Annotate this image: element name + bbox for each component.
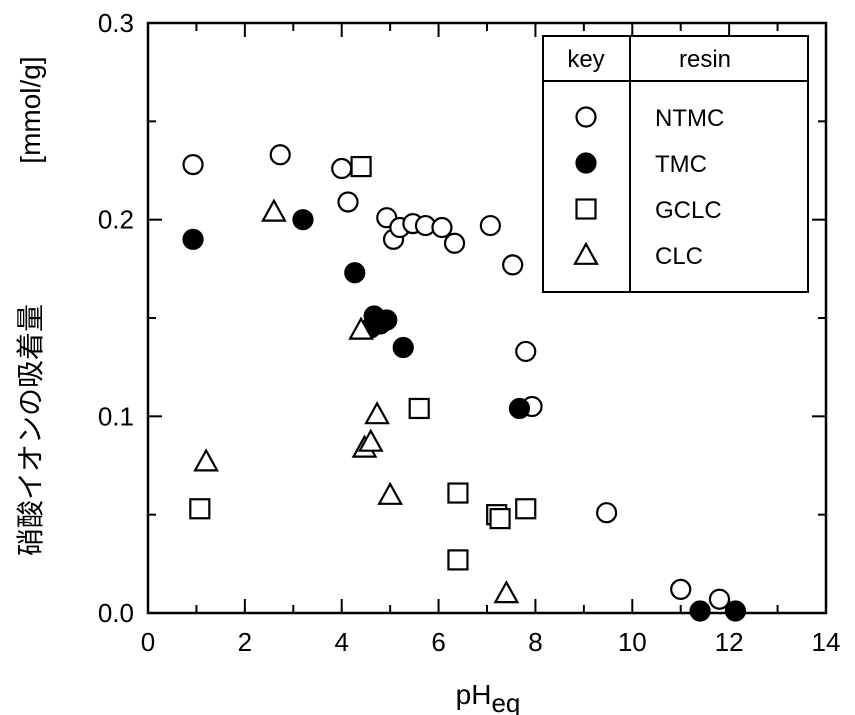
data-point-tmc [376,309,398,331]
x-tick-label: 6 [431,627,445,657]
data-point-ntmc [443,232,466,254]
data-point-clc [261,198,287,222]
data-point-ntmc [269,144,291,166]
data-point-tmc [689,600,711,622]
data-point-ntmc [337,191,359,213]
legend-label-gclc: GCLC [655,197,722,224]
x-tick-label: 10 [618,627,647,657]
y-tick-label: 0.3 [98,8,134,38]
y-axis-title-unit: [mmol/g] [15,56,46,163]
series-gclc [189,155,537,571]
x-tick-label: 4 [334,627,348,657]
legend-marker-tmc [575,152,597,174]
data-point-tmc [182,228,204,250]
legend-marker-clc [573,241,599,265]
y-axis-title-main: 硝酸イオンの吸着量 [15,304,46,556]
x-tick-label: 12 [715,627,744,657]
x-axis-title-subscript: eq [491,688,520,715]
y-tick-label: 0.0 [98,598,134,628]
data-point-ntmc [331,157,353,180]
data-point-tmc [292,209,314,231]
y-tick-label: 0.1 [98,401,134,431]
data-point-gclc [447,482,469,504]
data-point-tmc [344,262,366,284]
data-point-gclc [489,508,511,530]
x-tick-label: 2 [238,627,252,657]
x-tick-label: 0 [141,627,155,657]
data-marks [182,144,747,622]
y-axis-title: 硝酸イオンの吸着量 [mmol/g] [15,56,46,556]
data-point-tmc [724,600,747,622]
data-point-ntmc [502,254,524,276]
data-point-ntmc [515,340,537,363]
legend: key resin NTMC TMC GCLC CLC [542,35,809,293]
data-point-clc [357,428,384,452]
data-point-gclc [515,498,537,520]
data-point-ntmc [182,154,204,176]
y-tick-label: 0.2 [98,205,134,235]
data-point-clc [348,316,374,340]
data-point-clc [364,401,390,425]
series-clc [193,198,520,604]
data-point-clc [193,448,219,472]
series-ntmc [182,144,731,610]
data-point-gclc [189,498,211,520]
x-tick-label: 14 [812,627,841,657]
data-point-ntmc [431,216,453,239]
x-axis-title: pHeq [456,679,521,715]
legend-label-ntmc: NTMC [655,105,724,132]
data-point-ntmc [670,578,692,601]
legend-marker-gclc [575,198,597,220]
legend-header-key: key [567,46,604,73]
legend-entries: NTMC TMC GCLC CLC [573,105,724,270]
data-point-clc [377,481,404,505]
data-point-clc [493,580,520,604]
legend-label-tmc: TMC [655,151,707,178]
legend-marker-ntmc [575,106,597,128]
data-point-gclc [447,549,469,571]
data-point-ntmc [596,502,618,524]
data-point-gclc [408,397,430,420]
legend-header-resin: resin [679,46,731,73]
data-point-ntmc [708,588,731,610]
legend-label-clc: CLC [655,243,703,270]
data-point-gclc [350,155,372,178]
data-point-ntmc [479,214,501,237]
data-point-tmc [392,336,414,359]
x-tick-label: 8 [528,627,542,657]
axis-ticks: 0 2 4 6 8 10 12 14 0.0 0.1 0.2 0.3 [98,8,841,657]
data-point-tmc [508,397,531,420]
x-axis-title-main: pH [456,679,492,710]
